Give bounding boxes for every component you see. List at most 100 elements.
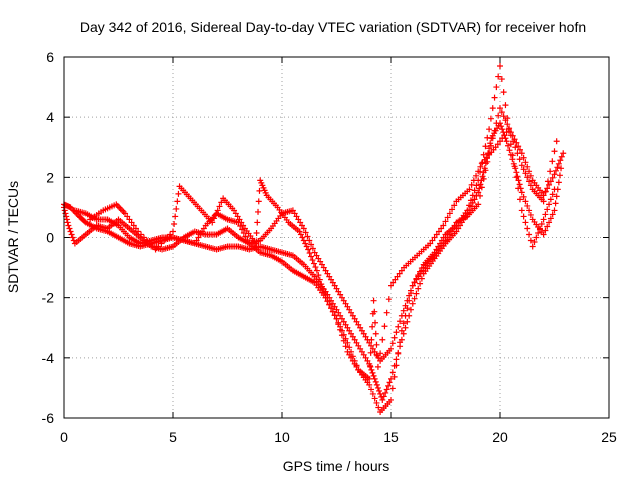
data-point	[560, 150, 567, 157]
data-point	[520, 193, 527, 200]
data-point	[397, 318, 404, 325]
data-point	[487, 115, 494, 122]
data-point	[527, 172, 534, 179]
data-point	[411, 279, 418, 286]
data-point	[500, 113, 507, 120]
data-point	[557, 157, 564, 164]
data-point	[549, 174, 556, 181]
data-point	[312, 264, 319, 271]
data-point	[509, 152, 516, 159]
data-point	[306, 237, 313, 244]
data-point	[473, 172, 480, 179]
data-point	[522, 219, 529, 226]
data-point	[386, 379, 393, 386]
data-point	[429, 237, 436, 244]
data-point	[289, 207, 296, 214]
data-point	[491, 94, 498, 101]
data-point	[346, 344, 353, 351]
data-point	[306, 250, 313, 257]
data-point	[549, 211, 556, 218]
data-point	[514, 173, 521, 180]
data-point	[536, 225, 543, 232]
data-point	[556, 172, 563, 179]
data-point	[529, 243, 536, 250]
data-point	[326, 301, 333, 308]
data-point	[503, 138, 510, 145]
data-point	[427, 240, 434, 247]
x-tick-label: 10	[274, 429, 290, 445]
data-point	[506, 147, 513, 154]
data-point	[324, 298, 331, 305]
data-point	[555, 160, 562, 167]
data-point	[372, 378, 379, 385]
y-tick-label: -4	[42, 350, 55, 366]
data-point	[511, 163, 518, 170]
data-point	[515, 185, 522, 192]
data-point	[478, 184, 485, 191]
data-point	[319, 285, 326, 292]
data-point	[467, 197, 474, 204]
data-point	[544, 223, 551, 230]
data-point	[475, 201, 482, 208]
data-point	[310, 260, 317, 267]
x-tick-label: 15	[383, 429, 399, 445]
data-point	[161, 237, 168, 244]
data-point	[393, 329, 400, 336]
data-point	[369, 323, 376, 330]
data-point	[360, 330, 367, 337]
data-point	[167, 231, 174, 238]
data-point	[371, 348, 378, 355]
data-point	[477, 163, 484, 170]
data-point	[333, 306, 340, 313]
data-point	[366, 362, 373, 369]
data-point	[402, 312, 409, 319]
data-point	[518, 189, 525, 196]
data-point	[253, 229, 260, 236]
data-point	[366, 375, 373, 382]
data-point	[546, 181, 553, 188]
data-point	[295, 216, 302, 223]
data-point	[431, 234, 438, 241]
data-point	[337, 326, 344, 333]
data-point	[547, 215, 554, 222]
data-point	[515, 177, 522, 184]
data-point	[475, 168, 482, 175]
data-point	[373, 399, 380, 406]
data-point	[495, 73, 502, 80]
data-point	[551, 148, 558, 155]
data-point	[317, 258, 324, 265]
data-point	[402, 324, 409, 331]
data-point	[409, 282, 416, 289]
data-point	[497, 138, 503, 145]
data-point	[377, 350, 384, 357]
data-point	[199, 228, 206, 235]
data-point	[329, 300, 336, 307]
data-point	[311, 249, 318, 256]
data-point	[149, 243, 156, 250]
data-points	[61, 63, 567, 415]
data-point	[510, 138, 517, 145]
data-point	[558, 165, 565, 172]
data-point	[393, 362, 400, 369]
data-point	[351, 315, 358, 322]
data-point	[392, 276, 399, 283]
data-point	[348, 309, 355, 316]
data-point	[544, 185, 551, 192]
data-point	[493, 84, 500, 91]
data-point	[391, 373, 398, 380]
data-point	[342, 321, 349, 328]
data-point	[518, 207, 525, 214]
data-point	[406, 297, 413, 304]
x-tick-label: 20	[492, 429, 508, 445]
data-point	[171, 220, 178, 227]
series-track-2	[61, 105, 567, 364]
data-point	[533, 234, 540, 241]
data-point	[389, 385, 396, 392]
data-point	[303, 243, 310, 250]
data-point	[527, 211, 534, 218]
data-point	[158, 240, 165, 247]
data-point	[418, 275, 425, 282]
data-point	[366, 381, 373, 388]
data-point	[431, 249, 438, 256]
data-point	[549, 158, 556, 165]
